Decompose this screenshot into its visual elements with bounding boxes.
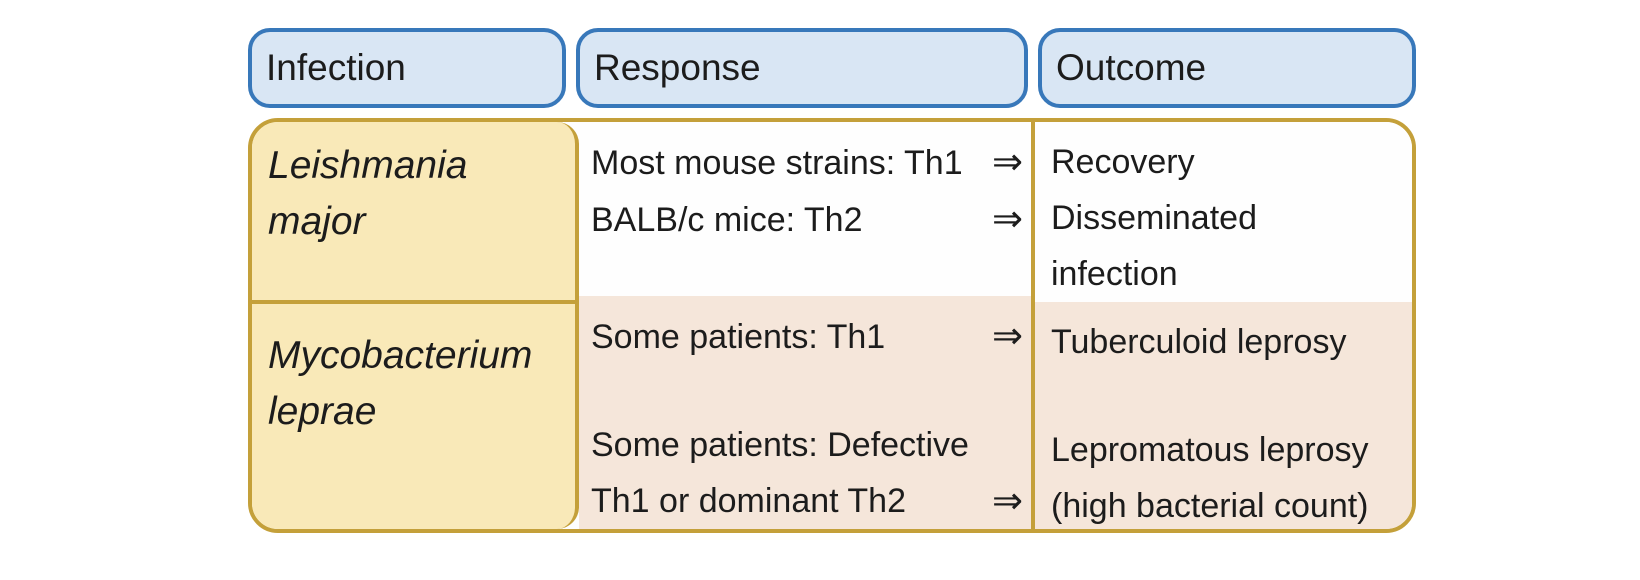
table-body: Leishmania major Mycobacterium leprae Mo… [248,118,1416,533]
right-double-arrow-icon: ⇒ [991,141,1023,182]
outcome-text-block: Lepromatous leprosy (high bacterial coun… [1051,422,1406,529]
infection-name-line: leprae [268,390,377,433]
infection-cell-mycobacterium: Mycobacterium leprae [252,304,579,529]
response-cell-leishmania: Most mouse strains: Th1 ⇒ BALB/c mice: T… [579,122,1031,296]
response-text-line: Th1 or dominant Th2 [591,482,906,520]
response-cell-mycobacterium: Some patients: Th1 ⇒ Some patients: Defe… [579,296,1031,529]
response-line: Most mouse strains: Th1 ⇒ [591,134,1025,191]
response-line: Some patients: Th1 ⇒ [591,308,1025,365]
right-double-arrow-icon: ⇒ [991,315,1023,356]
outcome-text-line: infection [1051,255,1178,293]
outcome-text-line: Disseminated [1051,199,1257,237]
response-text: Some patients: Th1 [591,318,886,356]
outcome-text-line: Recovery [1051,143,1195,181]
column-header-infection: Infection [248,28,566,108]
immune-response-figure: Infection Response Outcome Leishmania ma… [248,28,1416,548]
response-line: BALB/c mice: Th2 ⇒ [591,191,1025,248]
column-header-response: Response [576,28,1028,108]
column-header-response-label: Response [594,47,761,88]
response-text: Some patients: Defective Th1 or dominant… [591,417,969,529]
infection-cell-leishmania: Leishmania major [252,122,579,304]
outcome-cell-mycobacterium: Tuberculoid leprosy Lepromatous leprosy … [1035,302,1412,529]
outcome-text-line: Tuberculoid leprosy [1051,323,1347,361]
response-text: BALB/c mice: Th2 [591,201,863,239]
outcome-cell-leishmania: Recovery Disseminated infection [1035,122,1412,302]
right-double-arrow-icon: ⇒ [991,480,1023,521]
response-line: Some patients: Defective Th1 or dominant… [591,417,1025,529]
column-header-outcome: Outcome [1038,28,1416,108]
infection-name-line: Leishmania [268,144,468,187]
outcome-column: Recovery Disseminated infection Tubercul… [1035,122,1412,529]
response-text: Most mouse strains: Th1 [591,144,963,182]
outcome-text-line: Lepromatous leprosy [1051,431,1369,469]
right-double-arrow-icon: ⇒ [991,198,1023,239]
column-header-outcome-label: Outcome [1056,47,1207,88]
response-column: Most mouse strains: Th1 ⇒ BALB/c mice: T… [579,122,1035,529]
infection-column: Leishmania major Mycobacterium leprae [252,122,579,529]
infection-name-line: Mycobacterium [268,334,533,377]
response-text-line: Some patients: Defective [591,426,969,464]
outcome-text-line: (high bacterial count) [1051,487,1369,525]
infection-name-line: major [268,200,366,243]
column-header-infection-label: Infection [266,47,406,88]
